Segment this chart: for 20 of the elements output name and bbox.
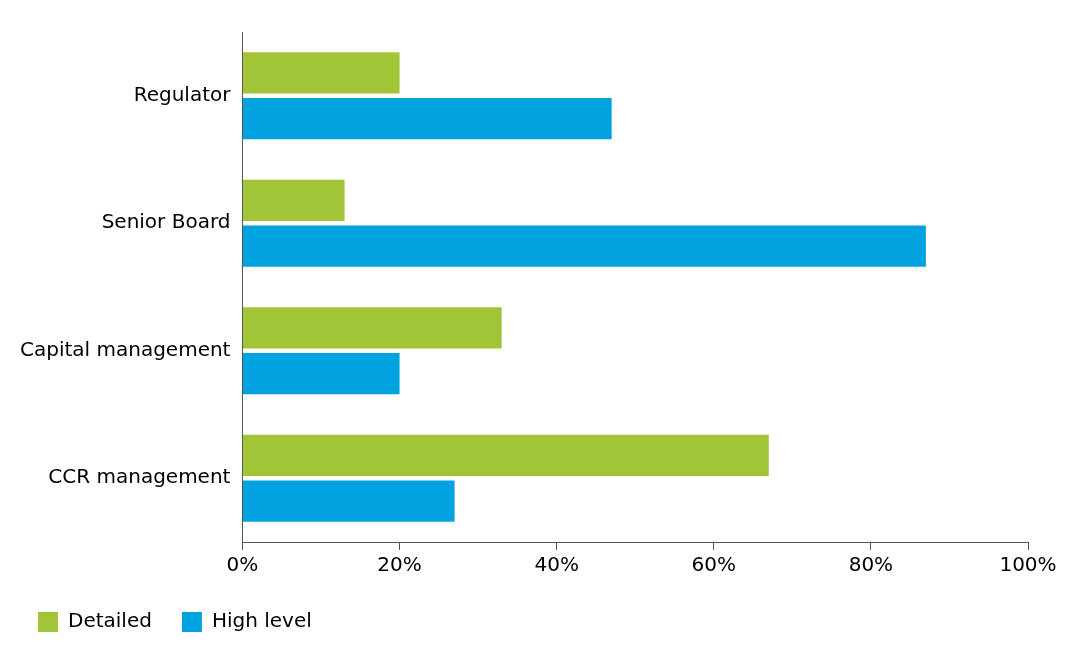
bar xyxy=(242,225,926,267)
legend-label: High level xyxy=(211,608,312,633)
bar xyxy=(242,52,400,94)
x-tick-label: 80% xyxy=(848,552,894,577)
x-tick-label: 60% xyxy=(691,552,737,577)
bar xyxy=(242,179,345,221)
x-tick-label: 40% xyxy=(534,552,579,577)
bar xyxy=(242,480,455,522)
x-tick-label: 0% xyxy=(226,552,259,577)
y-tick-label: CCR management xyxy=(48,464,231,489)
bar xyxy=(242,307,502,349)
bar xyxy=(242,434,769,476)
y-tick-label: Senior Board xyxy=(101,209,231,234)
legend-label: Detailed xyxy=(68,608,152,633)
x-tick-label: 20% xyxy=(377,552,422,577)
y-tick-label: Regulator xyxy=(133,81,232,106)
bar xyxy=(242,353,400,395)
bar xyxy=(242,98,612,140)
x-tick-label: 100% xyxy=(999,552,1057,577)
y-tick-label: Capital management xyxy=(19,336,231,361)
